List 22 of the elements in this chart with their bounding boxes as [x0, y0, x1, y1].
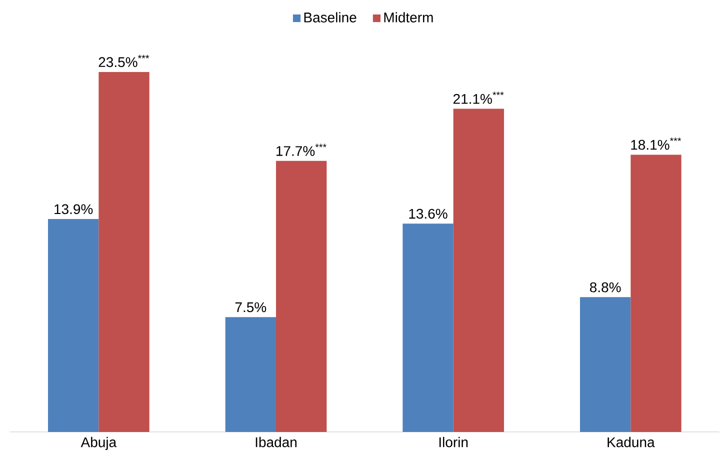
bar: [48, 219, 99, 432]
data-label: 8.8%: [590, 282, 621, 292]
x-tick-label: Ibadan: [256, 436, 296, 448]
data-label: 7.5%: [235, 302, 266, 312]
bar: [225, 317, 276, 432]
bar: [402, 224, 454, 432]
legend-label: Midterm: [384, 12, 433, 22]
bar: [276, 160, 327, 432]
data-label: 21.1%$^{***}$: [453, 92, 504, 104]
data-label: 17.7%$^{***}$: [276, 144, 326, 156]
data-label: 18.1%$^{***}$: [631, 138, 682, 150]
x-tick-label: Ilorin: [439, 436, 468, 448]
legend-label: Baseline: [304, 12, 356, 22]
x-tick-label: Kaduna: [608, 436, 655, 448]
data-label: 23.5%$^{***}$: [98, 54, 150, 68]
bar: [98, 72, 150, 432]
data-label: 13.9%: [54, 204, 93, 214]
bar: [580, 297, 631, 432]
bar: [630, 154, 682, 432]
data-label: 13.6%: [409, 208, 448, 219]
bar: [453, 108, 504, 432]
x-tick-label: Abuja: [80, 436, 117, 450]
